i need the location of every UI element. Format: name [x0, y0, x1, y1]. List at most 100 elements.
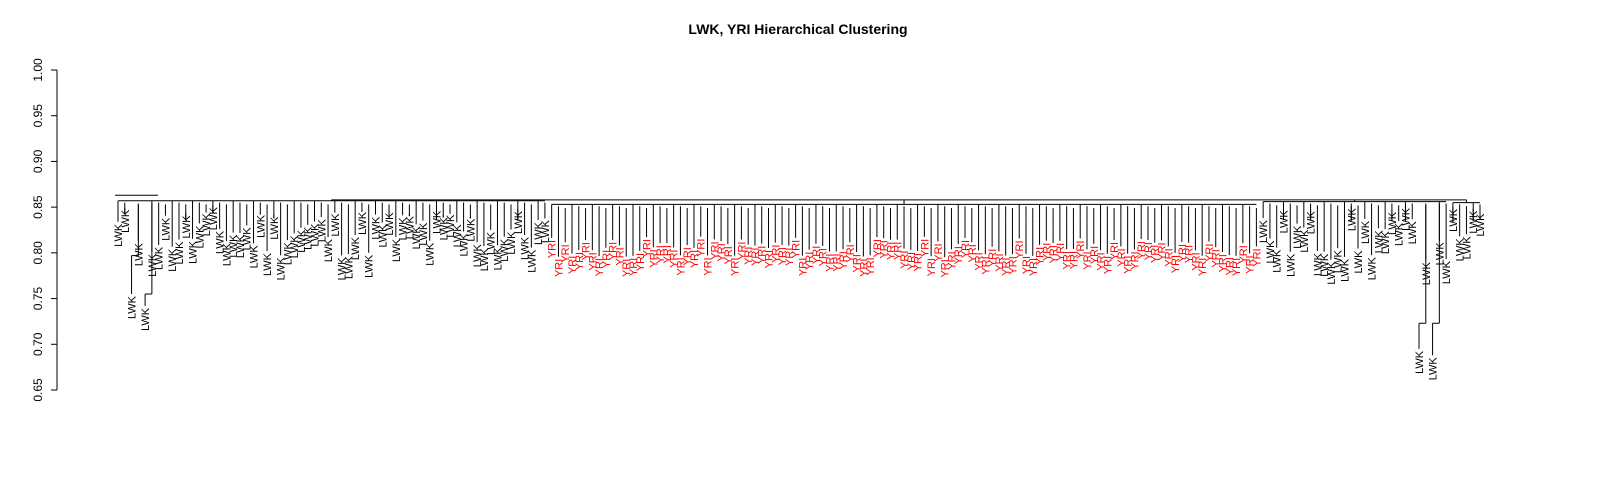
leaf-label: YRI	[1143, 242, 1155, 260]
leaf-label: YRI	[777, 247, 789, 265]
leaf-label: YRI	[581, 242, 593, 260]
leaf-label: LWK	[492, 247, 504, 271]
leaf-label: LWK	[282, 241, 294, 265]
leaf-label: YRI	[1075, 241, 1087, 259]
leaf-label: YRI	[716, 243, 728, 261]
leaf-label: YRI	[926, 258, 938, 276]
leaf-label: LWK	[1292, 225, 1304, 249]
leaf-label: LWK	[235, 234, 247, 258]
leaf-label: LWK	[1400, 207, 1412, 231]
leaf-label: YRI	[1055, 243, 1067, 261]
leaf-label: LWK	[1353, 250, 1365, 274]
leaf-label: LWK	[526, 249, 538, 273]
leaf-label: YRI	[1238, 245, 1250, 263]
leaf-label: LWK	[1333, 249, 1345, 273]
leaf-label: LWK	[1414, 350, 1426, 374]
leaf-label: LWK	[533, 221, 545, 245]
leaf-label: YRI	[587, 252, 599, 270]
leaf-label: LWK	[499, 238, 511, 262]
leaf-label: LWK	[120, 209, 132, 233]
leaf-label: LWK	[228, 234, 240, 258]
leaf-label: LWK	[1475, 213, 1487, 237]
leaf-label: YRI	[743, 247, 755, 265]
leaf-label: YRI	[757, 246, 769, 264]
leaf-label: YRI	[628, 258, 640, 276]
leaf-label: LWK	[316, 218, 328, 242]
leaf-label: LWK	[201, 213, 213, 237]
leaf-label: YRI	[1089, 246, 1101, 264]
leaf-label: YRI	[1102, 256, 1114, 274]
leaf-label: LWK	[181, 215, 193, 239]
leaf-label: LWK	[194, 225, 206, 249]
leaf-label: YRI	[899, 251, 911, 269]
y-tick-label: 0.90	[31, 149, 45, 173]
leaf-label: YRI	[648, 249, 660, 267]
leaf-label: YRI	[567, 256, 579, 274]
leaf-label: LWK	[486, 231, 498, 255]
leaf-label: LWK	[431, 210, 443, 234]
leaf-label: YRI	[1197, 258, 1209, 276]
leaf-label: LWK	[160, 217, 172, 241]
leaf-label: YRI	[919, 239, 931, 257]
leaf-label: YRI	[730, 258, 742, 276]
leaf-label: YRI	[797, 258, 809, 276]
leaf-label: YRI	[980, 256, 992, 274]
leaf-label: LWK	[459, 233, 471, 257]
leaf-label: LWK	[1360, 220, 1372, 244]
leaf-label: YRI	[1245, 255, 1257, 273]
leaf-label: LWK	[343, 255, 355, 279]
leaf-label: LWK	[506, 231, 518, 255]
leaf-label: LWK	[174, 241, 186, 265]
leaf-label: YRI	[750, 248, 762, 266]
leaf-label: YRI	[1007, 256, 1019, 274]
leaf-label: YRI	[1218, 254, 1230, 272]
leaf-label: YRI	[845, 244, 857, 262]
leaf-label: LWK	[540, 219, 552, 243]
leaf-label: YRI	[946, 251, 958, 269]
leaf-label: YRI	[784, 248, 796, 266]
leaf-label: LWK	[113, 223, 125, 247]
leaf-label: YRI	[940, 259, 952, 277]
leaf-label: LWK	[1312, 252, 1324, 276]
y-tick-label: 0.95	[31, 104, 45, 128]
leaf-label: LWK	[269, 216, 281, 240]
leaf-label: LWK	[1421, 262, 1433, 286]
leaf-label: YRI	[811, 246, 823, 264]
leaf-label: YRI	[1177, 244, 1189, 262]
leaf-label: LWK	[418, 222, 430, 246]
leaf-label: LWK	[1434, 242, 1446, 266]
y-tick-label: 0.75	[31, 287, 45, 311]
leaf-labels: LWKLWKLWKLWKLWKLWKLWKLWKLWKLWKLWKLWKLWKL…	[113, 207, 1487, 381]
leaf-label: LWK	[384, 212, 396, 236]
leaf-label: YRI	[675, 257, 687, 275]
leaf-label: LWK	[262, 252, 274, 276]
y-tick-label: 1.00	[31, 58, 45, 82]
leaf-label: YRI	[1062, 251, 1074, 269]
leaf-label: YRI	[824, 254, 836, 272]
leaf-label: YRI	[614, 247, 626, 265]
y-tick-label: 0.80	[31, 241, 45, 265]
leaf-label: YRI	[933, 243, 945, 261]
leaf-label: YRI	[818, 248, 830, 266]
leaf-label: YRI	[764, 250, 776, 268]
y-tick-label: 0.85	[31, 195, 45, 219]
leaf-label: LWK	[1339, 258, 1351, 282]
leaf-label: YRI	[967, 244, 979, 262]
leaf-label: LWK	[221, 242, 233, 266]
leaf-label: LWK	[1272, 249, 1284, 273]
leaf-label: YRI	[655, 245, 667, 263]
leaf-label: LWK	[452, 224, 464, 248]
leaf-label: YRI	[1014, 240, 1026, 258]
leaf-label: LWK	[479, 248, 491, 272]
leaf-label: YRI	[1041, 243, 1053, 261]
leaf-label: YRI	[1211, 249, 1223, 267]
leaf-label: YRI	[987, 249, 999, 267]
leaf-label: YRI	[953, 246, 965, 264]
leaf-label: LWK	[276, 257, 288, 281]
leaf-label: LWK	[154, 246, 166, 270]
leaf-label: LWK	[1326, 261, 1338, 285]
leaf-label: YRI	[1028, 258, 1040, 276]
leaf-label: YRI	[1157, 242, 1169, 260]
leaf-label: LWK	[357, 211, 369, 235]
leaf-label: YRI	[1231, 258, 1243, 276]
